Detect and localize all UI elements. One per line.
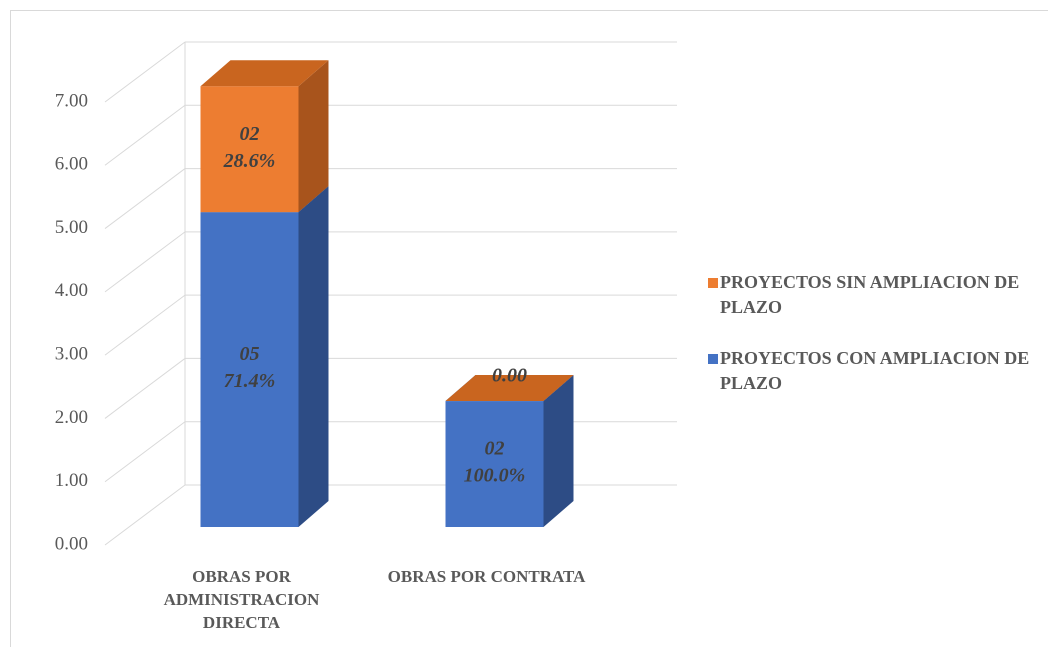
grid-line bbox=[104, 421, 186, 483]
percent-label: 100.0% bbox=[464, 465, 526, 487]
chart-border bbox=[10, 10, 1048, 647]
grid-line bbox=[104, 168, 186, 229]
grid-line bbox=[104, 484, 186, 546]
bar bbox=[200, 86, 299, 213]
legend-label: PROYECTOS SIN AMPLIACION DE PLAZO bbox=[720, 272, 1020, 317]
bar-side bbox=[543, 375, 574, 527]
y-tick-label: 6.00 bbox=[55, 154, 88, 175]
bar-side bbox=[298, 186, 329, 527]
value-label: 05 bbox=[240, 343, 260, 365]
value-label: 02 bbox=[240, 123, 260, 145]
bar-top bbox=[445, 375, 574, 402]
grid-line bbox=[104, 358, 186, 419]
y-tick-label: 1.00 bbox=[55, 470, 88, 491]
percent-label: 71.4% bbox=[224, 370, 276, 392]
legend-swatch bbox=[708, 278, 718, 288]
y-tick-label: 4.00 bbox=[55, 280, 88, 301]
y-tick-label: 5.00 bbox=[55, 217, 88, 238]
legend-label: PROYECTOS CON AMPLIACION DE PLAZO bbox=[720, 348, 1030, 393]
bar bbox=[445, 401, 544, 527]
percent-label: 28.6% bbox=[223, 150, 276, 172]
y-tick-label: 2.00 bbox=[55, 407, 88, 428]
grid-line bbox=[104, 231, 186, 293]
x-tick-label: OBRAS POR ADMINISTRACION DIRECTA bbox=[163, 567, 320, 632]
y-tick-label: 0.00 bbox=[55, 533, 88, 554]
bar bbox=[200, 212, 299, 527]
bar-top bbox=[200, 60, 329, 87]
grid-line bbox=[104, 104, 186, 166]
bar-side bbox=[298, 60, 329, 213]
value-label: 02 bbox=[485, 438, 505, 460]
y-tick-label: 7.00 bbox=[55, 90, 88, 111]
grid-line bbox=[104, 294, 186, 356]
y-tick-label: 3.00 bbox=[55, 344, 88, 365]
grid-line bbox=[104, 41, 186, 103]
x-tick-label: OBRAS POR CONTRATA bbox=[387, 567, 586, 586]
value-label: 0.00 bbox=[492, 365, 527, 387]
legend-swatch bbox=[708, 354, 718, 364]
